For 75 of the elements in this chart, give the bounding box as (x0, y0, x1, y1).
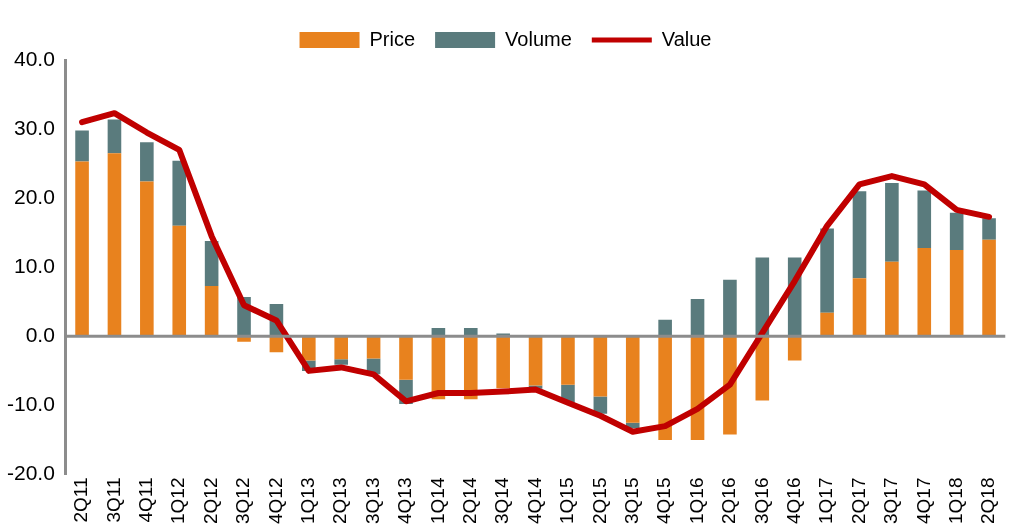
x-tick-label: 2Q13 (329, 477, 351, 524)
x-tick-label: 2Q15 (588, 477, 610, 524)
bar (852, 191, 867, 279)
bar (140, 181, 154, 337)
x-tick-label: 4Q13 (394, 477, 416, 524)
bar (820, 312, 834, 337)
x-tick-label: 3Q17 (880, 477, 902, 524)
bar (658, 319, 672, 337)
x-tick-label: 3Q14 (491, 477, 513, 524)
bar (334, 336, 349, 360)
x-tick-label: 4Q11 (135, 477, 157, 523)
bar (787, 336, 802, 361)
x-tick-label: 1Q13 (297, 477, 319, 524)
x-tick-label: 2Q12 (199, 477, 221, 524)
legend-label: Volume (505, 27, 572, 50)
y-tick-label: 0.0 (25, 323, 55, 347)
bar (852, 278, 867, 337)
bar (982, 218, 996, 240)
y-tick-label: -20.0 (6, 461, 55, 485)
x-tick-label: 3Q12 (232, 477, 254, 524)
bar (75, 161, 89, 337)
bar (593, 336, 608, 397)
bar (917, 247, 932, 337)
bar (755, 336, 770, 401)
x-tick-label: 1Q15 (556, 477, 578, 524)
bar (75, 130, 89, 162)
bar (107, 119, 122, 154)
bar (949, 212, 964, 250)
bar (690, 299, 705, 337)
bar (561, 336, 575, 385)
bar (593, 396, 608, 414)
x-tick-label: 4Q14 (523, 477, 545, 524)
bar (107, 153, 122, 337)
x-tick-label: 2Q14 (459, 477, 481, 524)
legend-label: Value (661, 27, 712, 50)
x-tick-label: 1Q16 (685, 477, 707, 524)
y-tick-label: 40.0 (13, 46, 55, 70)
bar (885, 182, 899, 262)
x-tick-label: 4Q16 (782, 477, 804, 524)
x-tick-label: 3Q11 (102, 477, 124, 523)
bar (334, 359, 349, 365)
x-tick-label: 1Q14 (426, 477, 448, 524)
y-tick-label: 10.0 (13, 254, 55, 278)
legend-label: Price (369, 27, 416, 50)
x-tick-label: 4Q17 (912, 477, 934, 524)
x-tick-label: 1Q12 (167, 477, 189, 524)
bar (140, 142, 154, 182)
bar (949, 249, 964, 337)
bar (172, 225, 187, 337)
bar (820, 228, 834, 313)
x-tick-label: 3Q15 (620, 477, 642, 524)
y-tick-label: -10.0 (6, 392, 55, 416)
bar (885, 261, 899, 337)
x-tick-label: 3Q13 (361, 477, 383, 524)
bar (625, 336, 640, 423)
bar (172, 160, 187, 226)
x-tick-label: 3Q16 (750, 477, 772, 524)
x-tick-label: 1Q17 (815, 477, 837, 524)
x-tick-label: 2Q16 (718, 477, 740, 524)
x-tick-label: 2Q17 (847, 477, 869, 524)
x-tick-label: 2Q18 (977, 477, 999, 524)
y-tick-label: 20.0 (13, 184, 55, 208)
y-tick-label: 30.0 (13, 115, 55, 139)
bar (723, 279, 737, 337)
x-tick-label: 4Q12 (264, 477, 286, 524)
x-tick-label: 1Q18 (944, 477, 966, 524)
bar (658, 336, 672, 440)
bar (496, 336, 510, 389)
bar (528, 336, 543, 386)
x-tick-label: 2Q11 (70, 477, 92, 523)
bar (399, 336, 413, 380)
bar (204, 285, 219, 337)
bar (917, 190, 932, 248)
x-tick-label: 4Q15 (653, 477, 675, 524)
bar (982, 239, 996, 337)
